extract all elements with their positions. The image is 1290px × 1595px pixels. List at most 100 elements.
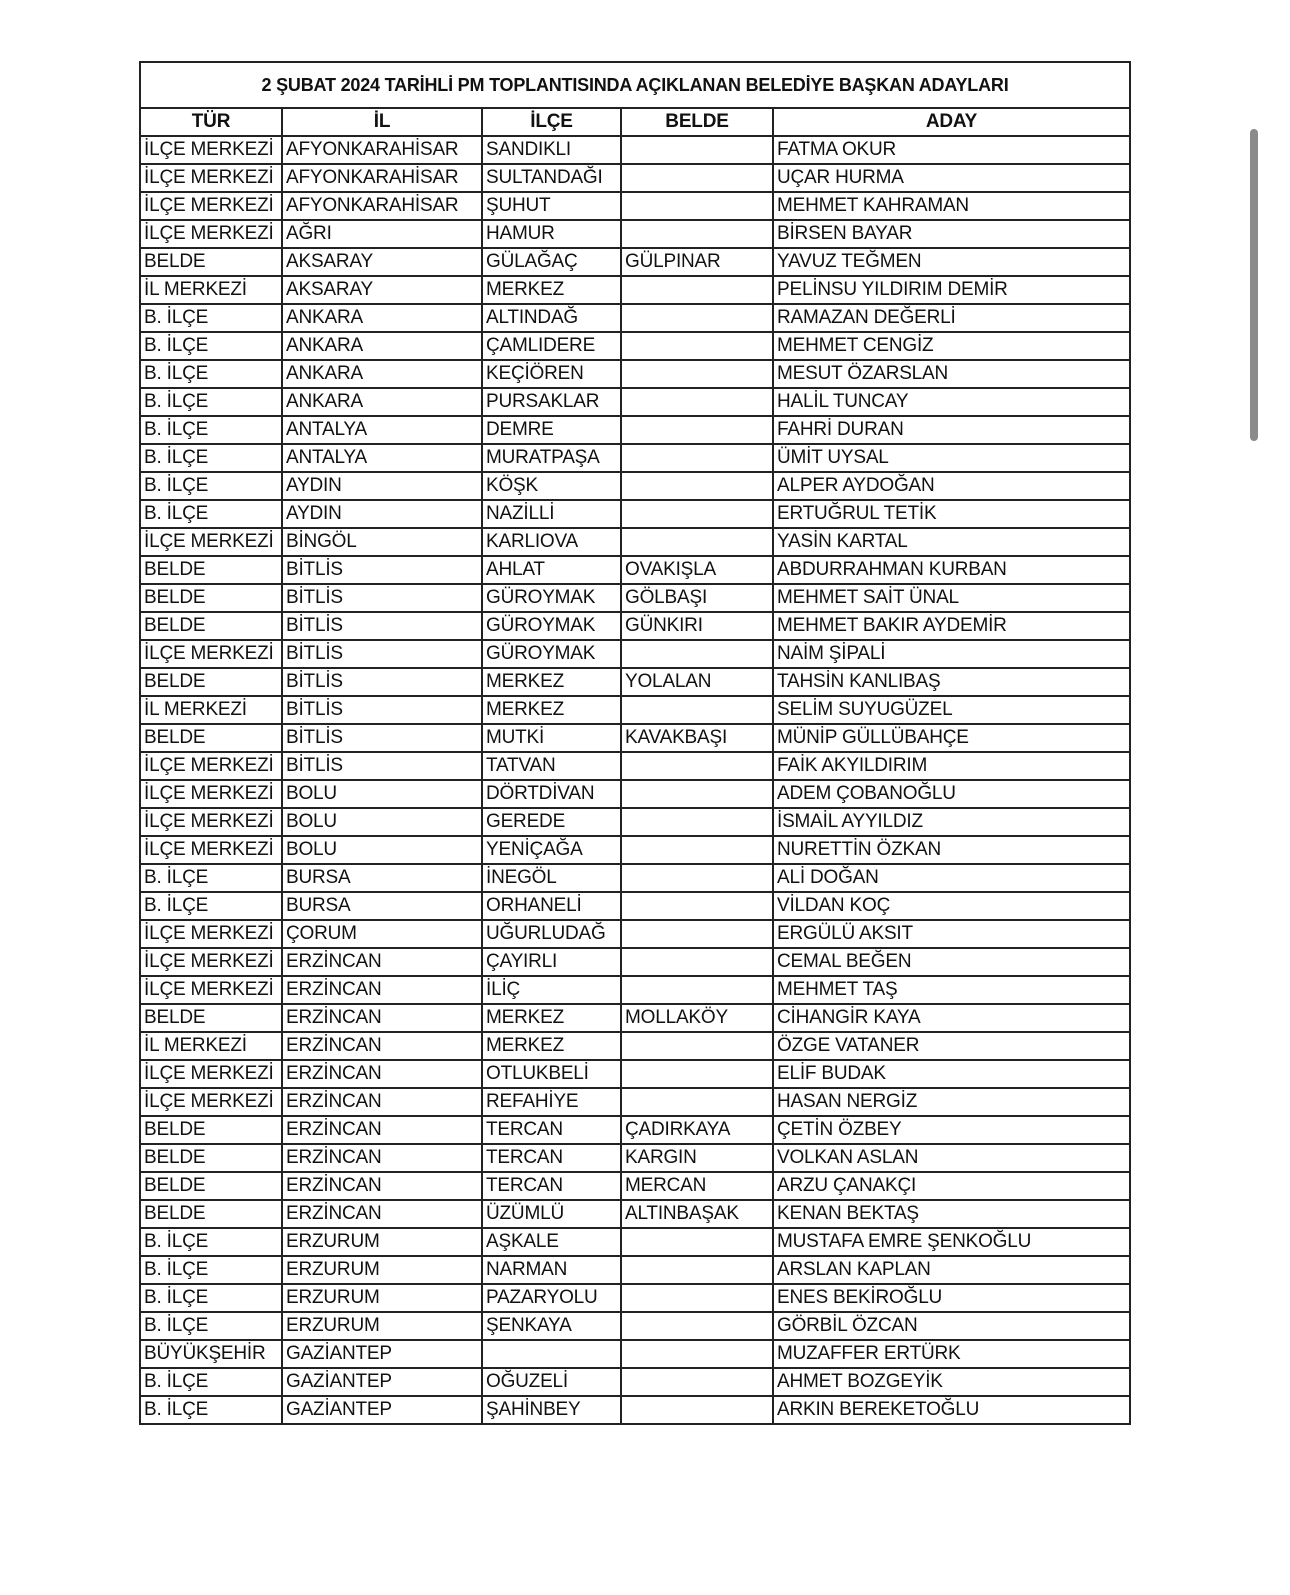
ilce-cell: ÇAMLIDERE [481,331,622,361]
table-row: B. İLÇE ANTALYA MURATPAŞA ÜMİT UYSAL [139,443,1132,473]
belde-cell [620,751,774,781]
aday-cell: ADEM ÇOBANOĞLU [771,779,1132,809]
tur-cell: İLÇE MERKEZİ [139,163,283,193]
tur-cell: İLÇE MERKEZİ [139,947,283,977]
belde-cell [620,1031,774,1061]
il-cell: BİTLİS [281,639,483,669]
aday-cell: ALİ DOĞAN [771,863,1132,893]
tur-cell: B. İLÇE [139,1311,283,1341]
vertical-scrollbar[interactable] [1250,129,1258,441]
table-row: İL MERKEZİ ERZİNCAN MERKEZ ÖZGE VATANER [139,1031,1132,1061]
table-row: BELDE BİTLİS AHLAT OVAKIŞLA ABDURRAHMAN KURB… [139,555,1132,585]
tur-cell: BELDE [139,1199,283,1229]
table-row: B. İLÇE ANKARA ÇAMLIDERE MEHMET CENGİZ [139,331,1132,361]
aday-cell: ERTUĞRUL TETİK [771,499,1132,529]
aday-cell: GÖRBİL ÖZCAN [771,1311,1132,1341]
tur-cell: B. İLÇE [139,891,283,921]
il-cell: BİTLİS [281,667,483,697]
belde-cell [620,891,774,921]
ilce-cell: OĞUZELİ [481,1367,622,1397]
table-row: İLÇE MERKEZİ ERZİNCAN REFAHİYE HASAN NERGİZ [139,1087,1132,1117]
belde-cell [620,779,774,809]
belde-cell [620,947,774,977]
ilce-cell [481,1339,622,1369]
column-header-tur: TÜR [139,107,283,137]
ilce-cell: SANDIKLI [481,135,622,165]
il-cell: ANTALYA [281,443,483,473]
table-row: İLÇE MERKEZİ BOLU DÖRTDİVAN ADEM ÇOBANOĞLU [139,779,1132,809]
belde-cell [620,1227,774,1257]
aday-cell: VOLKAN ASLAN [771,1143,1132,1173]
aday-cell: ENES BEKİROĞLU [771,1283,1132,1313]
aday-cell: ALPER AYDOĞAN [771,471,1132,501]
aday-cell: ERGÜLÜ AKSIT [771,919,1132,949]
ilce-cell: ŞAHİNBEY [481,1395,622,1425]
tur-cell: BELDE [139,667,283,697]
belde-cell: GÜLPINAR [620,247,774,277]
aday-cell: FAİK AKYILDIRIM [771,751,1132,781]
tur-cell: B. İLÇE [139,331,283,361]
table-row: B. İLÇE ERZURUM NARMAN ARSLAN KAPLAN [139,1255,1132,1285]
belde-cell [620,1283,774,1313]
tur-cell: İLÇE MERKEZİ [139,835,283,865]
table-row: B. İLÇE ERZURUM PAZARYOLU ENES BEKİROĞLU [139,1283,1132,1313]
belde-cell [620,863,774,893]
ilce-cell: MURATPAŞA [481,443,622,473]
ilce-cell: TERCAN [481,1171,622,1201]
il-cell: AKSARAY [281,247,483,277]
table-row: BELDE BİTLİS MUTKİ KAVAKBAŞI MÜNİP GÜLLÜBAHÇ… [139,723,1132,753]
il-cell: ANKARA [281,303,483,333]
table-row: BELDE BİTLİS GÜROYMAK GÜNKIRI MEHMET BAKIR A… [139,611,1132,641]
il-cell: ERZİNCAN [281,1115,483,1145]
aday-cell: MEHMET CENGİZ [771,331,1132,361]
ilce-cell: GÜROYMAK [481,611,622,641]
table-row: İLÇE MERKEZİ ÇORUM UĞURLUDAĞ ERGÜLÜ AKSIT [139,919,1132,949]
ilce-cell: ŞENKAYA [481,1311,622,1341]
belde-cell [620,499,774,529]
table-row: B. İLÇE ERZURUM ŞENKAYA GÖRBİL ÖZCAN [139,1311,1132,1341]
aday-cell: MEHMET BAKIR AYDEMİR [771,611,1132,641]
aday-cell: SELİM SUYUGÜZEL [771,695,1132,725]
table-row: İLÇE MERKEZİ BİTLİS TATVAN FAİK AKYILDIRIM [139,751,1132,781]
ilce-cell: HAMUR [481,219,622,249]
tur-cell: BELDE [139,583,283,613]
ilce-cell: MUTKİ [481,723,622,753]
table-row: İLÇE MERKEZİ ERZİNCAN İLİÇ MEHMET TAŞ [139,975,1132,1005]
aday-cell: ARSLAN KAPLAN [771,1255,1132,1285]
tur-cell: İLÇE MERKEZİ [139,639,283,669]
tur-cell: İL MERKEZİ [139,275,283,305]
table-row: BÜYÜKŞEHİR GAZİANTEP MUZAFFER ERTÜRK [139,1339,1132,1369]
belde-cell [620,275,774,305]
column-header-ilce: İLÇE [481,107,622,137]
tur-cell: BELDE [139,723,283,753]
tur-cell: B. İLÇE [139,1227,283,1257]
tur-cell: İLÇE MERKEZİ [139,219,283,249]
ilce-cell: MERKEZ [481,667,622,697]
aday-cell: PELİNSU YILDIRIM DEMİR [771,275,1132,305]
ilce-cell: UĞURLUDAĞ [481,919,622,949]
aday-cell: UÇAR HURMA [771,163,1132,193]
il-cell: ANTALYA [281,415,483,445]
tur-cell: İLÇE MERKEZİ [139,779,283,809]
table-row: BELDE ERZİNCAN ÜZÜMLÜ ALTINBAŞAK KENAN BEKTA… [139,1199,1132,1229]
belde-cell [620,219,774,249]
il-cell: ERZİNCAN [281,1031,483,1061]
aday-cell: CİHANGİR KAYA [771,1003,1132,1033]
belde-cell [620,135,774,165]
ilce-cell: GÜROYMAK [481,639,622,669]
aday-cell: AHMET BOZGEYİK [771,1367,1132,1397]
aday-cell: ARZU ÇANAKÇI [771,1171,1132,1201]
belde-cell: OVAKIŞLA [620,555,774,585]
il-cell: BOLU [281,779,483,809]
table-row: İL MERKEZİ AKSARAY MERKEZ PELİNSU YILDIRIM … [139,275,1132,305]
aday-cell: MEHMET SAİT ÜNAL [771,583,1132,613]
table-row: İLÇE MERKEZİ AĞRI HAMUR BİRSEN BAYAR [139,219,1132,249]
ilce-cell: MERKEZ [481,695,622,725]
il-cell: AYDIN [281,499,483,529]
il-cell: AYDIN [281,471,483,501]
table-row: BELDE BİTLİS GÜROYMAK GÖLBAŞI MEHMET SAİT ÜN… [139,583,1132,613]
il-cell: AĞRI [281,219,483,249]
belde-cell: MOLLAKÖY [620,1003,774,1033]
ilce-cell: NAZİLLİ [481,499,622,529]
table-row: B. İLÇE ANTALYA DEMRE FAHRİ DURAN [139,415,1132,445]
